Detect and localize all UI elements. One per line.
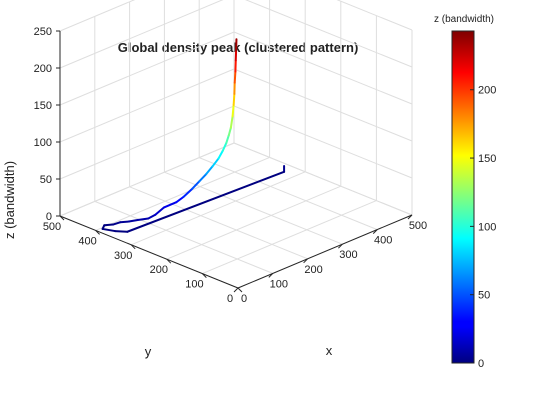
colorbar-gradient — [451, 30, 475, 364]
floor-gridline-x — [164, 171, 343, 245]
wall-gridline-z — [233, 142, 413, 216]
x-axis-label: x — [326, 343, 333, 358]
colorbar-tick-label: 200 — [478, 85, 496, 97]
axes-3d: 0100200300400500010020030040050005010015… — [34, 0, 427, 305]
x-tick-mark — [233, 287, 239, 293]
z-tick-label: 100 — [34, 137, 52, 149]
curve-segment — [119, 220, 130, 224]
curve-segment — [182, 187, 194, 198]
x-tick-label: 200 — [304, 264, 322, 276]
floor-gridline-y — [131, 171, 306, 246]
curve-segment — [127, 218, 139, 223]
x-tick-label: 0 — [241, 293, 247, 305]
curve-segment — [233, 70, 237, 84]
wall-gridline-z — [59, 142, 235, 217]
curve-segment — [126, 170, 286, 233]
curve-segment — [154, 206, 166, 216]
x-tick-mark — [407, 214, 413, 220]
floor-gridline-y — [166, 185, 341, 260]
curve-segment — [225, 134, 230, 145]
y-tick-label: 100 — [185, 279, 203, 291]
wall-gridline-z — [59, 68, 235, 143]
x-tick-label: 300 — [339, 249, 357, 261]
colorbar-tick-label: 100 — [478, 221, 496, 233]
y-axis-line — [59, 215, 239, 289]
y-tick-mark — [59, 215, 65, 221]
y-axis-label: y — [145, 344, 152, 359]
y-tick-mark — [166, 258, 172, 264]
y-tick-label: 0 — [227, 293, 233, 305]
colorbar: z (bandwidth) 0 50 100 150 200 — [434, 14, 496, 370]
curve-segment — [147, 213, 157, 220]
curve-segment — [227, 126, 232, 137]
z-tick-label: 50 — [40, 174, 52, 186]
curve-segment — [232, 92, 236, 107]
z-tick-label: 0 — [46, 211, 52, 223]
curve-segment — [217, 149, 224, 160]
y-tick-label: 200 — [150, 264, 168, 276]
curve-segment — [198, 173, 208, 183]
colorbar-tick-label: 0 — [478, 358, 484, 370]
wall-gridline-z — [245, 0, 413, 68]
curve-segment — [113, 230, 129, 233]
x-tick-label: 400 — [374, 235, 392, 247]
curve-segment — [112, 221, 122, 226]
curve-segment — [101, 227, 116, 233]
colorbar-ticks: 0 50 100 150 200 — [470, 85, 496, 370]
x-tick-mark — [303, 258, 308, 264]
floor-gridline-y — [202, 200, 377, 275]
y-tick-mark — [130, 244, 136, 250]
wall-gridline-z — [233, 68, 413, 142]
y-tick-mark — [237, 287, 243, 293]
colorbar-tick-label: 150 — [478, 153, 496, 165]
chart-title: Global density peak (clustered pattern) — [118, 40, 359, 55]
x-axis-line — [237, 214, 413, 289]
colorbar-tick-label: 50 — [478, 290, 490, 302]
z-axis-label: z (bandwidth) — [2, 161, 17, 239]
floor-gridline-y — [95, 156, 270, 231]
curve-segment — [163, 201, 178, 209]
curve-segment — [136, 217, 150, 221]
wall-gridline-z — [59, 105, 235, 180]
floor-gridline-x — [94, 200, 273, 274]
y-tick-label: 500 — [43, 221, 61, 233]
data-curve — [101, 38, 286, 233]
colorbar-label: z (bandwidth) — [434, 14, 494, 25]
wall-gridline-z — [59, 31, 235, 106]
x-tick-label: 100 — [270, 278, 288, 290]
x-tick-mark — [268, 273, 274, 278]
z-tick-label: 250 — [34, 26, 52, 38]
z-tick-label: 200 — [34, 63, 52, 75]
curve-segment — [231, 104, 235, 118]
curve-segment — [221, 142, 228, 152]
y-tick-label: 300 — [114, 250, 132, 262]
x-tick-mark — [372, 229, 378, 234]
wall-gridline-z — [59, 0, 136, 32]
floor-gridline-x — [199, 157, 378, 231]
wall-gridline-z — [233, 105, 413, 179]
x-tick-mark — [338, 243, 343, 249]
wall-gridline-z — [336, 0, 413, 31]
x-tick-label: 500 — [409, 220, 427, 232]
curve-segment — [103, 223, 115, 227]
y-tick-mark — [202, 273, 207, 278]
y-tick-label: 400 — [78, 235, 96, 247]
curve-segment — [205, 165, 214, 176]
y-tick-mark — [95, 230, 100, 235]
wall-gridline-z — [59, 0, 224, 69]
curve-segment — [229, 115, 234, 129]
curve-segment — [211, 157, 220, 168]
curve-segment — [175, 196, 185, 204]
floor-gridline-x — [129, 186, 308, 260]
wall-gridline-z — [233, 31, 413, 105]
z-tick-label: 150 — [34, 100, 52, 112]
curve-segment — [191, 180, 201, 190]
